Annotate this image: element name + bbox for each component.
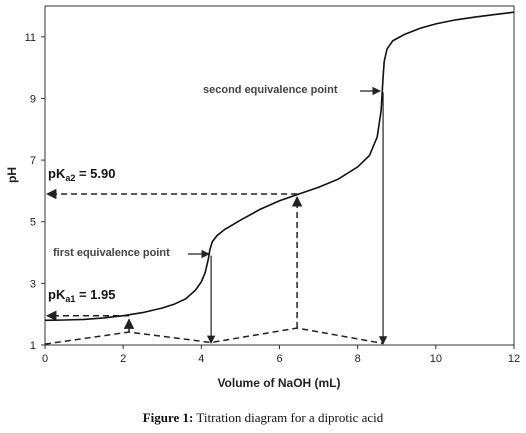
y-tick-label: 11 <box>25 32 36 44</box>
figure-caption: Figure 1: Titration diagram for a diprot… <box>0 410 526 426</box>
axis-ticks: 0 2 4 6 8 10 12 1 3 5 7 9 11 <box>25 32 521 365</box>
guide-arrows <box>44 86 388 345</box>
y-tick-label: 5 <box>30 217 36 229</box>
pka2-p: pK <box>48 166 66 181</box>
x-tick-label: 10 <box>430 353 442 365</box>
y-tick-label: 9 <box>30 93 36 105</box>
x-tick-label: 0 <box>42 353 48 365</box>
baseline-dashed-path <box>44 327 384 345</box>
pka1-annotation: pKa1 = 1.95 <box>48 287 115 304</box>
y-tick-label: 1 <box>30 340 36 352</box>
first-equivalence-label: first equivalence point <box>53 247 170 259</box>
x-tick-label: 8 <box>355 353 361 365</box>
x-axis-title: Volume of NaOH (mL) <box>217 376 340 390</box>
x-tick-label: 2 <box>120 353 126 365</box>
caption-text: Titration diagram for a diprotic acid <box>193 410 384 425</box>
second-equivalence-label: second equivalence point <box>203 84 338 96</box>
x-tick-label: 4 <box>198 353 204 365</box>
pka2-annotation: pKa2 = 5.90 <box>48 166 115 183</box>
caption-label: Figure 1: <box>142 410 194 425</box>
pka2-sub: a2 <box>65 173 75 183</box>
x-tick-label: 12 <box>508 353 520 365</box>
x-tick-label: 6 <box>276 353 282 365</box>
pka1-sub: a1 <box>65 294 75 304</box>
titration-curve <box>44 11 515 322</box>
y-axis-title: pH <box>5 167 19 183</box>
y-tick-label: 7 <box>30 155 36 167</box>
pka1-value: = 1.95 <box>75 287 115 302</box>
y-tick-label: 3 <box>30 278 36 290</box>
pka1-p: pK <box>48 287 66 302</box>
pka2-value: = 5.90 <box>75 166 115 181</box>
